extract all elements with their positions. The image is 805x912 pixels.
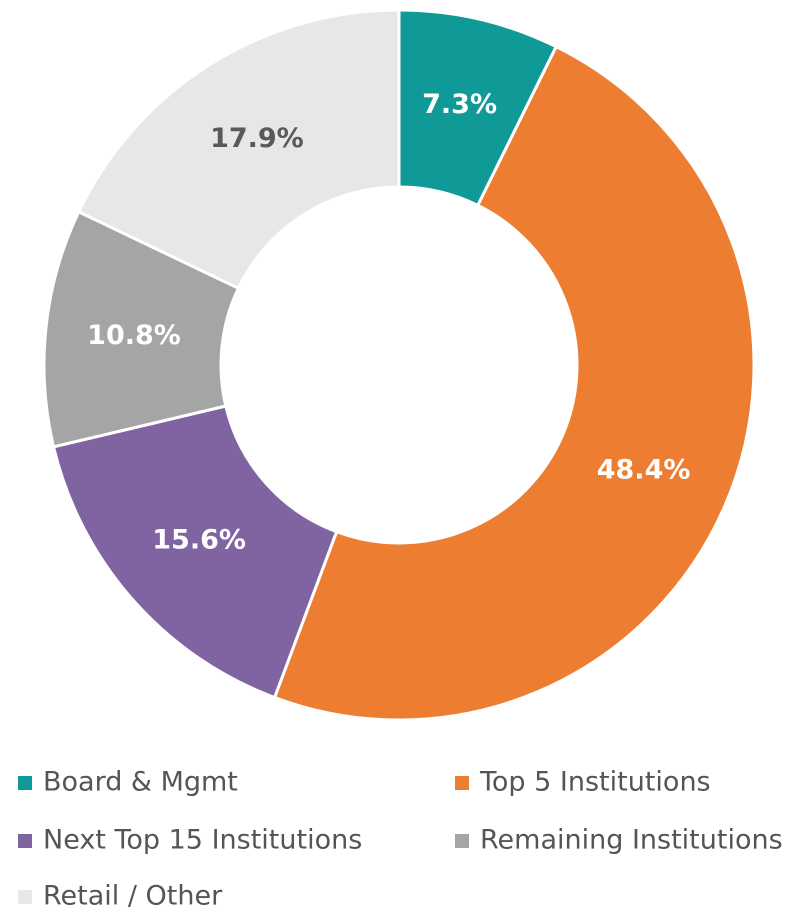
legend-label: Retail / Other	[43, 881, 223, 912]
legend-swatch	[18, 890, 32, 904]
data-label: 17.9%	[210, 123, 304, 154]
donut-slice	[42, 209, 241, 449]
legend-swatch	[455, 776, 469, 790]
legend-swatch	[455, 834, 469, 848]
legend-swatch	[18, 834, 32, 848]
legend-label: Remaining Institutions	[480, 825, 783, 856]
donut-slice	[76, 8, 401, 291]
data-label: 7.3%	[422, 89, 497, 120]
donut-slice	[51, 404, 339, 700]
donut-slice	[272, 44, 756, 722]
data-label: 15.6%	[152, 525, 246, 556]
legend-label: Top 5 Institutions	[479, 767, 711, 798]
data-label: 10.8%	[87, 320, 181, 351]
legend-label: Next Top 15 Institutions	[43, 825, 362, 856]
data-label: 48.4%	[597, 454, 691, 485]
legend-swatch	[18, 776, 32, 790]
legend-label: Board & Mgmt	[43, 767, 238, 798]
